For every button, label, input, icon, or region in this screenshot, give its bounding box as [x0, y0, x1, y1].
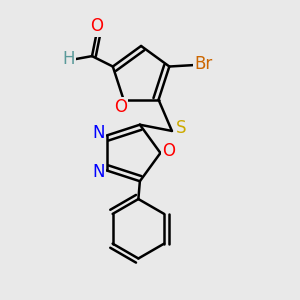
- Text: O: O: [90, 17, 103, 35]
- Text: O: O: [162, 142, 175, 160]
- Text: Br: Br: [194, 55, 213, 73]
- Text: S: S: [176, 119, 186, 137]
- Text: N: N: [92, 124, 105, 142]
- Text: N: N: [92, 163, 105, 181]
- Text: O: O: [114, 98, 127, 116]
- Text: H: H: [62, 50, 74, 68]
